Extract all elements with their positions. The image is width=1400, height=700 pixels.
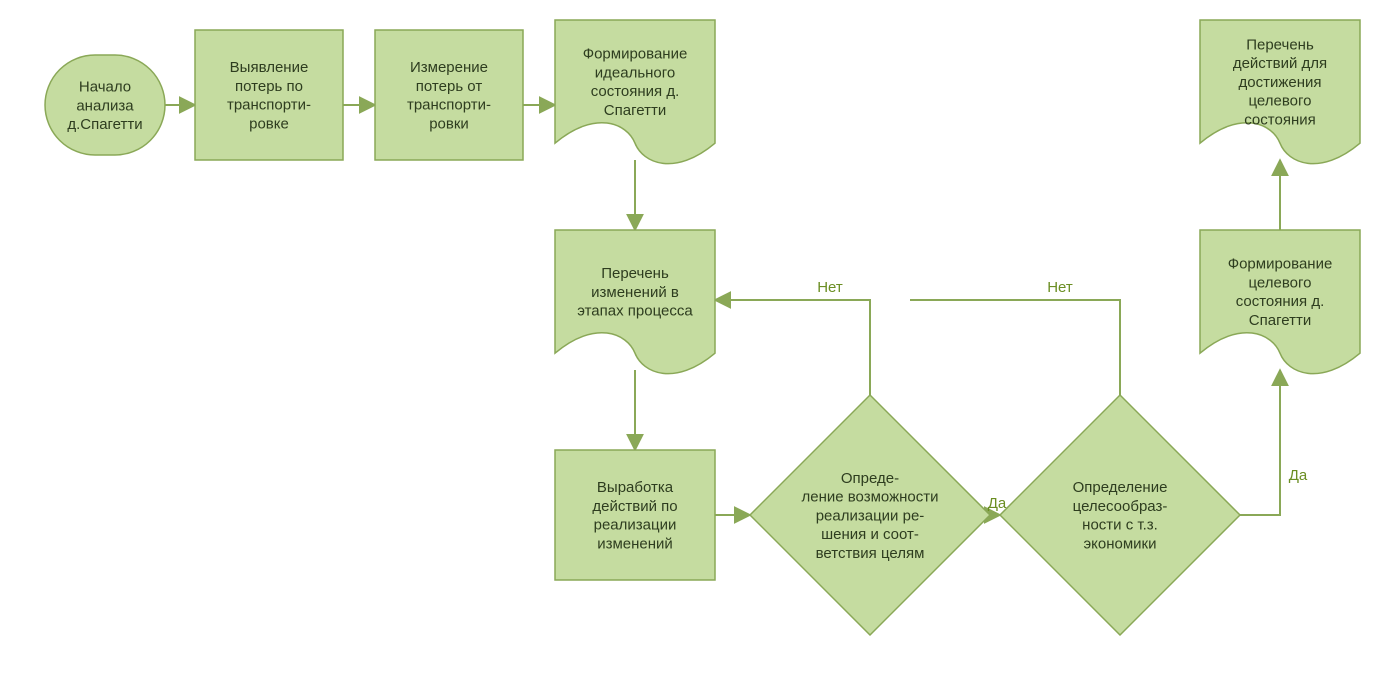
node-text-n5: Выработкадействий пореализацииизменений bbox=[592, 479, 677, 552]
edge-label-d1-d2: Да bbox=[988, 495, 1007, 512]
edge-d2-n6 bbox=[1240, 370, 1280, 515]
node-text-d2: Определениецелесообраз-ности с т.з.эконо… bbox=[1073, 479, 1168, 552]
node-text-n7: Переченьдействий длядостиженияцелевогосо… bbox=[1233, 36, 1327, 128]
node-n1 bbox=[195, 30, 343, 160]
edge-d2-n4 bbox=[910, 300, 1120, 395]
edge-d1-n4 bbox=[715, 300, 870, 395]
edge-label-d1-n4: Нет bbox=[817, 279, 843, 296]
node-n5 bbox=[555, 450, 715, 580]
node-n2 bbox=[375, 30, 523, 160]
node-d2 bbox=[1000, 395, 1240, 635]
edge-label-d2-n4: Нет bbox=[1047, 279, 1073, 296]
flowchart-canvas: ДаДаНетНетНачалоанализад.СпагеттиВыявлен… bbox=[0, 0, 1400, 700]
edge-label-d2-n6: Да bbox=[1289, 467, 1308, 484]
